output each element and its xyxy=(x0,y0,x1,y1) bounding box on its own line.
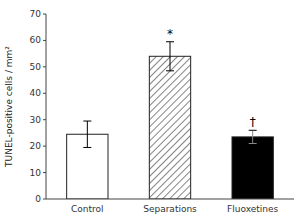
error-cap xyxy=(83,121,91,122)
y-tick xyxy=(43,172,46,173)
y-tick xyxy=(43,93,46,94)
x-axis-line xyxy=(46,199,294,200)
y-tick xyxy=(43,14,46,15)
y-tick-label: 10 xyxy=(30,168,42,178)
error-stem xyxy=(87,121,88,147)
y-tick-label: 0 xyxy=(35,194,41,204)
error-cap xyxy=(166,70,174,71)
error-cap xyxy=(166,41,174,42)
error-stem xyxy=(252,130,253,143)
annotation: † xyxy=(250,115,256,129)
y-tick xyxy=(43,199,46,200)
chart-svg: * † 0 10 20 30 40 50 60 70 Control Separations Fluox… xyxy=(0,0,302,221)
y-tick xyxy=(43,146,46,147)
y-tick xyxy=(43,119,46,120)
y-tick-label: 40 xyxy=(30,88,42,98)
error-bar xyxy=(166,42,174,71)
x-tick-label: Control xyxy=(71,204,104,214)
y-tick-label: 30 xyxy=(30,115,42,125)
y-tick xyxy=(43,66,46,67)
y-axis-line xyxy=(46,14,47,199)
bar xyxy=(232,137,273,199)
bar xyxy=(149,56,190,199)
error-cap xyxy=(83,147,91,148)
annotation: * xyxy=(167,27,173,41)
y-tick-label: 60 xyxy=(30,35,42,45)
error-bar xyxy=(83,121,91,147)
error-cap xyxy=(249,143,257,144)
error-stem xyxy=(170,42,171,71)
error-bar xyxy=(249,130,257,143)
y-tick-label: 50 xyxy=(30,62,42,72)
x-tick-label: Fluoxetines xyxy=(227,204,278,214)
y-tick xyxy=(43,40,46,41)
y-tick-label: 20 xyxy=(30,141,42,151)
chart-container: * † 0 10 20 30 40 50 60 70 Control Separations Fluox… xyxy=(0,0,302,221)
bars xyxy=(67,42,274,199)
x-tick-label: Separations xyxy=(143,204,197,214)
y-tick-label: 70 xyxy=(30,9,42,19)
error-cap xyxy=(249,130,257,131)
y-axis-label: TUNEL-positive cells / mm² xyxy=(4,46,14,168)
